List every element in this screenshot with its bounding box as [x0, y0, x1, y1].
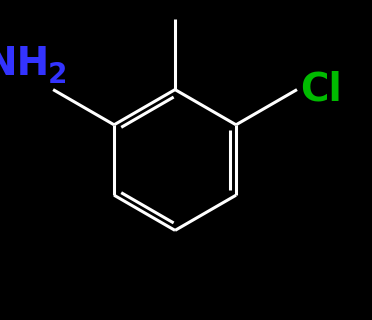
Text: 2: 2	[48, 61, 67, 89]
Text: Cl: Cl	[300, 71, 342, 108]
Text: NH: NH	[0, 45, 50, 83]
